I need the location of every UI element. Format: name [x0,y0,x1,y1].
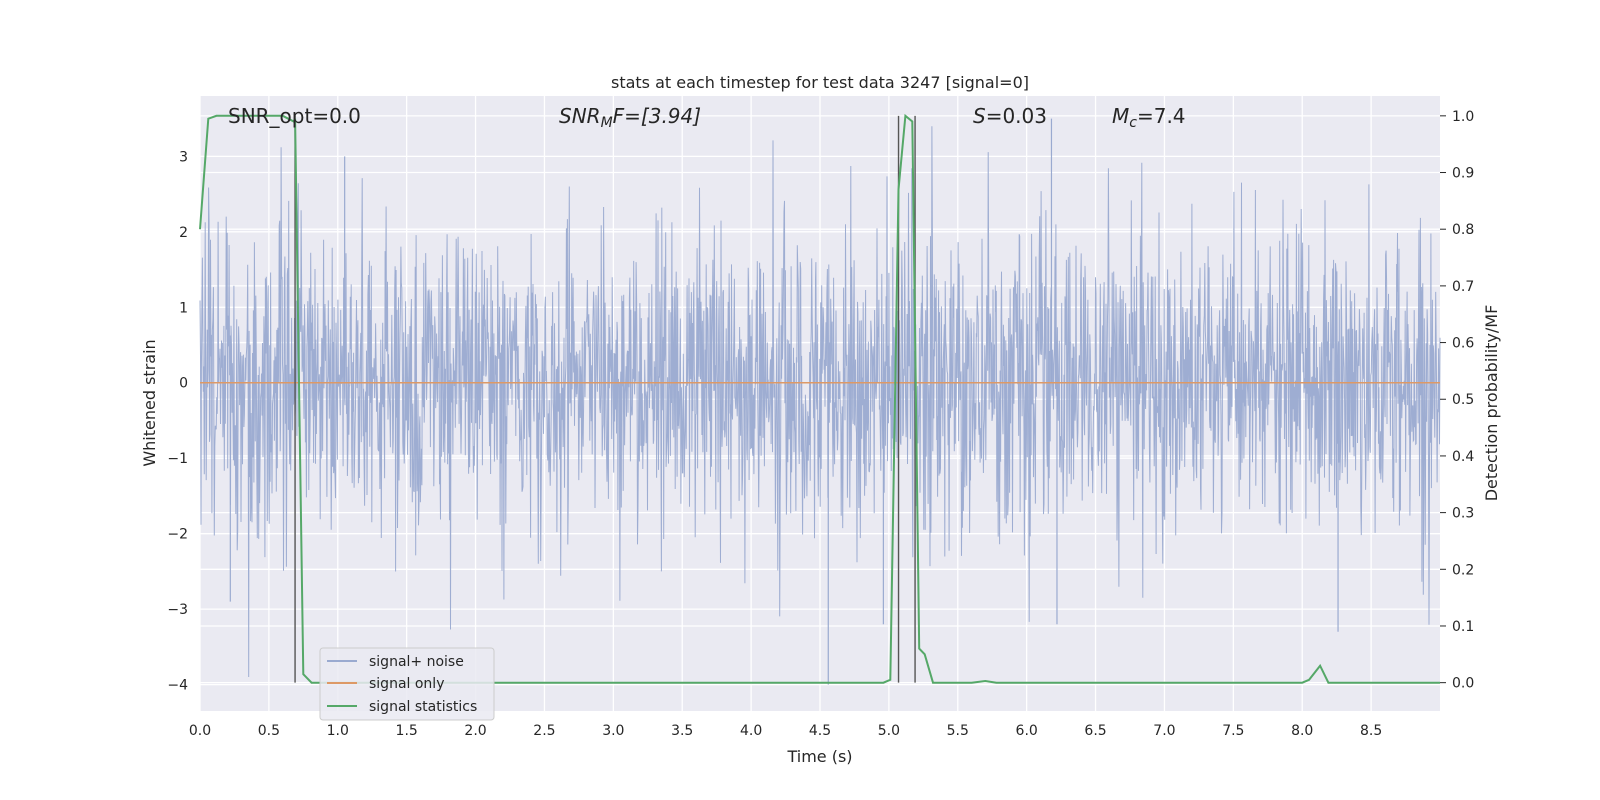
x-tick-label-4: 2.0 [464,723,486,739]
y-tick-label-5: −2 [167,527,188,543]
x-tick-label-8: 4.0 [740,723,762,739]
annotation-mc-symbol: M [1112,104,1129,128]
annotation-snr-mf-subscript: M [601,115,613,131]
y2-tick-label-7: 0.3 [1452,506,1474,522]
x-tick-label-6: 3.0 [602,723,624,739]
y2-tick-label-9: 0.1 [1452,619,1474,635]
x-tick-label-17: 8.5 [1360,723,1382,739]
y2-tick-label-0: 1.0 [1452,109,1474,125]
axis-ticks: 0.0 0.5 1.0 1.5 2.0 2.5 3.0 3.5 4.0 4.5 5.0 5.5 6.0 6… [167,109,1474,739]
y2-tick-label-8: 0.2 [1452,562,1474,578]
x-tick-label-10: 5.0 [878,723,900,739]
annotation-snr-mf: SNRMF=[3.94] [559,104,701,131]
y-tick-label-0: 3 [179,149,188,165]
x-tick-label-15: 7.5 [1222,723,1244,739]
y-tick-label-6: −3 [167,602,188,618]
x-tick-label-9: 4.5 [809,723,831,739]
legend: signal+ noise signal only signal statist… [319,647,495,721]
noise-line [199,126,1441,678]
x-tick-label-14: 7.0 [1153,723,1175,739]
x-tick-label-13: 6.5 [1084,723,1106,739]
x-tick-label-5: 2.5 [533,723,555,739]
annotation-s-rest: =0.03 [986,104,1047,128]
series-signal-noise [199,118,1441,685]
y2-tick-label-3: 0.7 [1452,279,1474,295]
y2-tick-label-5: 0.5 [1452,392,1474,408]
annotation-snr-mf-symbol: SNR [559,104,601,128]
annotation-mc-subscript: c [1129,115,1137,131]
x-tick-label-1: 0.5 [258,723,280,739]
annotation-mc-rest: =7.4 [1137,104,1186,128]
x-tick-label-7: 3.5 [671,723,693,739]
y-axis-label: Whitened strain [140,339,159,466]
legend-label-signal-noise: signal+ noise [369,654,464,670]
y2-tick-label-10: 0.0 [1452,676,1474,692]
y-tick-label-4: −1 [167,451,188,467]
y2-axis-label: Detection probability/MF [1482,305,1501,502]
signal-statistics-line [199,113,1440,684]
y-tick-label-3: 0 [179,376,188,392]
annotation-s-symbol: S [973,104,986,128]
annotation-snr-opt: SNR_opt=0.0 [228,104,361,128]
y-tick-label-2: 1 [179,300,188,316]
series-signal-statistics [199,113,1440,684]
y2-tick-label-6: 0.4 [1452,449,1474,465]
y-tick-label-1: 2 [179,225,188,241]
y2-tick-label-1: 0.9 [1452,166,1474,182]
x-tick-label-3: 1.5 [396,723,418,739]
chart-title: stats at each timestep for test data 324… [611,73,1029,92]
y2-tick-label-4: 0.6 [1452,336,1474,352]
y2-tick-label-2: 0.8 [1452,222,1474,238]
annotation-snr-mf-rest: F=[3.94] [613,104,701,128]
annotation-s: S=0.03 [973,104,1047,128]
y-tick-label-7: −4 [167,678,188,694]
x-tick-label-0: 0.0 [189,723,211,739]
annotation-mc: Mc=7.4 [1112,104,1186,131]
x-tick-label-2: 1.0 [327,723,349,739]
x-tick-label-12: 6.0 [1016,723,1038,739]
legend-frame [319,647,495,721]
legend-label-signal-statistics: signal statistics [369,699,477,715]
x-tick-label-16: 8.0 [1291,723,1313,739]
x-tick-label-11: 5.5 [947,723,969,739]
x-axis-label: Time (s) [786,747,852,766]
legend-label-signal-only: signal only [369,676,444,692]
